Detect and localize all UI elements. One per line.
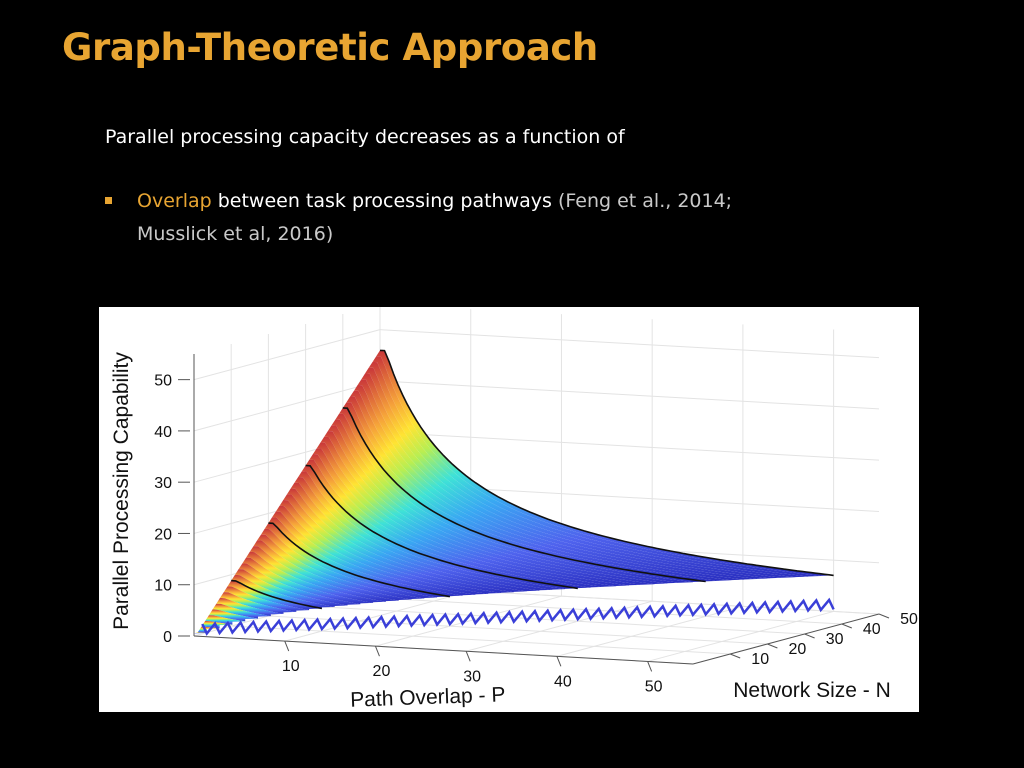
y-tick-label: 20 <box>789 641 807 658</box>
grid-line <box>268 615 768 645</box>
grid-line <box>193 380 381 432</box>
z-tick-label: 10 <box>154 578 172 595</box>
bullet-body: between task processing pathways <box>211 190 558 212</box>
n-axis-line <box>692 613 880 665</box>
surface-strip <box>231 574 335 609</box>
surface-strip <box>220 592 297 614</box>
grid-line <box>379 329 880 359</box>
grid-line <box>466 600 653 652</box>
surface-strip <box>205 615 246 625</box>
grid-line <box>556 605 744 657</box>
z-tick-label: 40 <box>154 424 172 441</box>
y-tick-mark <box>878 613 890 619</box>
x-tick-label: 10 <box>282 658 300 675</box>
citation-line-2: Musslick et al, 2016) <box>137 223 334 245</box>
bullet-highlight: Overlap <box>137 190 212 212</box>
grid-line <box>375 595 562 647</box>
surface-layer <box>194 350 835 636</box>
grid-line <box>342 595 842 625</box>
contour-line <box>231 579 323 610</box>
y-tick-mark <box>804 633 815 639</box>
contour-line <box>268 522 451 598</box>
bullet-text: Overlap between task processing pathways… <box>137 185 817 251</box>
surface-edge <box>201 597 835 636</box>
surface-strip <box>309 454 604 588</box>
surface-strip <box>246 551 386 603</box>
grid-line <box>305 605 805 635</box>
grid-line <box>647 610 834 662</box>
x-tick-label: 40 <box>554 673 572 690</box>
contour-line <box>379 349 834 577</box>
bullet-square-icon <box>105 197 112 204</box>
surface-strip <box>335 413 693 583</box>
y-tick-label: 10 <box>751 651 769 668</box>
z-axis-label: Parallel Processing Capability <box>110 352 133 630</box>
surface-strip <box>242 557 374 605</box>
y-axis-label: Network Size - N <box>733 679 891 702</box>
x-tick-mark <box>556 656 562 667</box>
x-tick-mark <box>647 661 653 672</box>
slide-title: Graph-Theoretic Approach <box>62 26 598 69</box>
x-axis-label: Path Overlap - P <box>350 683 506 711</box>
surface-strip <box>327 425 668 585</box>
surface-strip <box>238 563 361 606</box>
x-tick-label: 50 <box>645 678 663 695</box>
y-tick-label: 50 <box>900 611 918 628</box>
y-tick-mark <box>841 623 852 629</box>
contour-line <box>342 407 706 583</box>
surface-strip <box>313 448 617 587</box>
x-tick-mark <box>465 651 471 662</box>
y-tick-mark <box>730 653 741 659</box>
surface-strip <box>208 609 258 622</box>
surface-strip <box>212 603 271 619</box>
x-tick-label: 30 <box>463 668 481 685</box>
x-tick-mark <box>374 645 380 657</box>
surface-strip <box>194 632 207 634</box>
surface-strip <box>320 436 642 586</box>
chart-figure: 0 10 20 30 40 50 10 20 30 40 50 10 20 30 40 50 Parallel… <box>99 307 919 712</box>
y-tick-label: 30 <box>826 631 844 648</box>
grid-line <box>193 329 381 381</box>
grid-line <box>231 625 731 655</box>
tick-layer: 0 10 20 30 40 50 10 20 30 40 50 10 20 30 40 50 <box>154 373 918 696</box>
surface-strip <box>331 419 681 584</box>
surface-strip <box>301 465 578 590</box>
grid-line <box>379 431 880 461</box>
z-tick-label: 30 <box>154 475 172 492</box>
x-tick-label: 20 <box>373 663 391 680</box>
surface-strip <box>316 442 629 587</box>
contour-layer <box>231 349 834 610</box>
contour-line <box>305 464 578 590</box>
intro-text: Parallel processing capacity decreases a… <box>105 126 625 148</box>
grid-line <box>284 590 471 642</box>
surface-strip <box>223 586 310 612</box>
y-tick-label: 40 <box>863 621 881 638</box>
z-tick-label: 20 <box>154 526 172 543</box>
z-tick-label: 50 <box>154 373 172 390</box>
p-axis-line <box>193 635 694 665</box>
x-tick-mark <box>284 640 290 652</box>
y-tick-mark <box>767 643 778 649</box>
surface-strip <box>216 597 284 617</box>
surface-strip <box>234 569 348 607</box>
surface-plot: 0 10 20 30 40 50 10 20 30 40 50 10 20 30 40 50 Parallel… <box>110 307 918 712</box>
z-tick-label: 0 <box>163 629 172 646</box>
citation-line-1: (Feng et al., 2014; <box>557 190 733 212</box>
surface-strip <box>324 431 655 585</box>
grid-line <box>379 380 880 410</box>
